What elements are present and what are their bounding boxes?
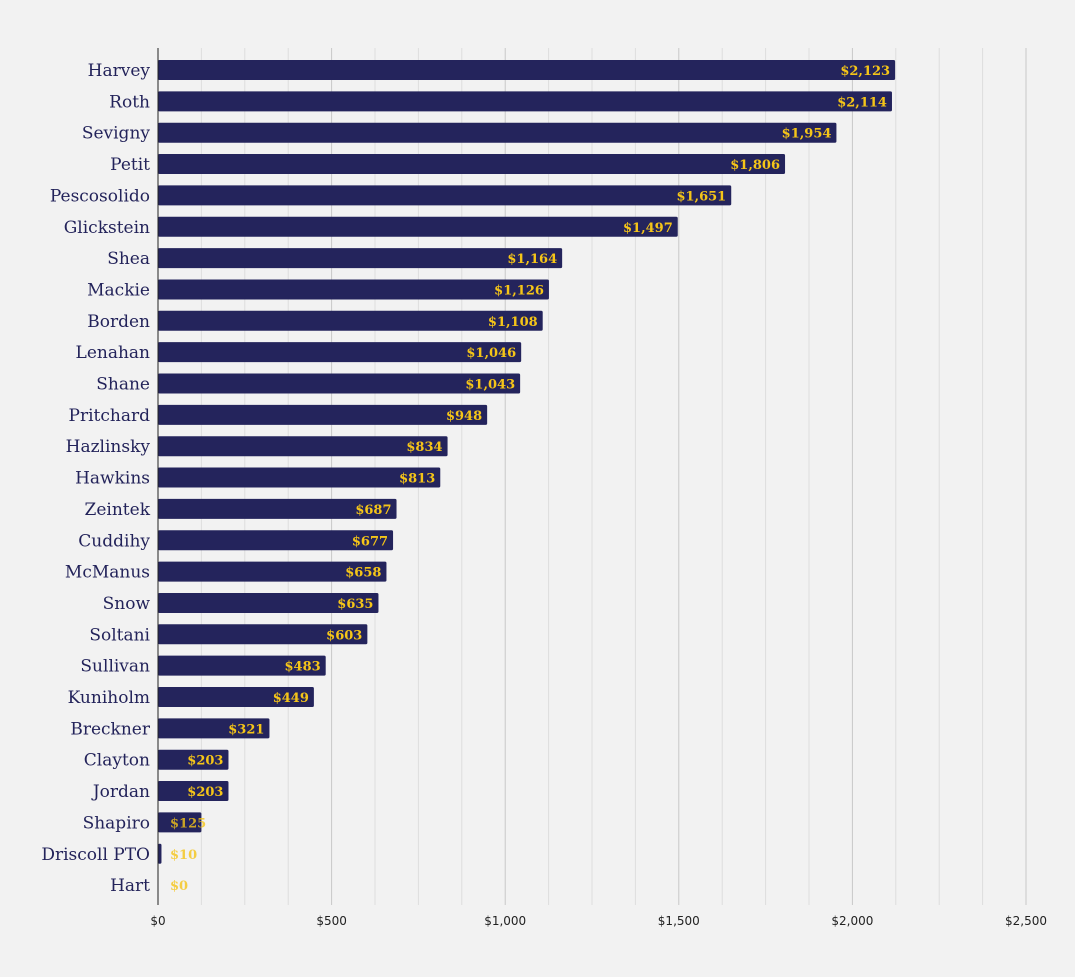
bar xyxy=(158,436,448,457)
bar xyxy=(158,561,387,582)
value-label: $483 xyxy=(285,660,321,675)
value-label: $813 xyxy=(399,472,435,487)
bar xyxy=(158,154,786,175)
value-label: $203 xyxy=(187,754,223,769)
bar xyxy=(158,498,397,519)
bar xyxy=(158,749,229,770)
value-label: $834 xyxy=(406,440,442,455)
category-label: Harvey xyxy=(88,61,151,81)
bar xyxy=(158,279,549,300)
bars xyxy=(158,60,896,864)
value-label: $1,126 xyxy=(494,283,544,298)
value-label: $125 xyxy=(170,816,206,831)
bar xyxy=(158,216,678,237)
category-label: Snow xyxy=(103,594,151,614)
value-label: $10 xyxy=(170,848,197,863)
category-label: Kuniholm xyxy=(68,688,150,708)
category-label: Driscoll PTO xyxy=(41,845,150,865)
value-label: $1,164 xyxy=(507,252,557,267)
category-label: Shapiro xyxy=(83,813,150,833)
value-label: $1,108 xyxy=(488,315,538,330)
category-label: McManus xyxy=(65,563,150,583)
bar xyxy=(158,122,837,143)
value-labels: $2,123 $2,114 $1,954 $1,806 $1,651 $1,497 $1,1… xyxy=(170,64,890,894)
x-tick-label: $1,000 xyxy=(484,914,526,928)
bar xyxy=(158,687,314,707)
category-label: Shane xyxy=(96,375,150,395)
bar xyxy=(158,404,488,425)
value-label: $603 xyxy=(326,628,362,643)
category-label: Mackie xyxy=(87,280,150,300)
bar xyxy=(158,781,229,802)
value-label: $1,954 xyxy=(782,127,832,142)
value-label: $449 xyxy=(273,691,309,706)
bar xyxy=(158,592,379,613)
category-label: Hazlinsky xyxy=(66,437,151,457)
bar xyxy=(158,624,368,645)
category-label: Pescosolido xyxy=(50,186,150,206)
bar xyxy=(158,718,270,739)
value-label: $2,114 xyxy=(837,95,887,110)
category-label: Glickstein xyxy=(64,218,150,238)
value-label: $0 xyxy=(170,879,188,894)
bar xyxy=(158,342,522,363)
value-label: $677 xyxy=(352,534,388,549)
category-label: Hawkins xyxy=(75,469,150,489)
value-label: $635 xyxy=(337,597,373,612)
category-label: Jordan xyxy=(91,782,150,802)
x-axis-ticks: $0 $500 $1,000 $1,500 $2,000 $2,500 xyxy=(150,914,1047,928)
value-label: $1,497 xyxy=(623,221,673,236)
value-label: $948 xyxy=(446,409,482,424)
bar xyxy=(158,248,563,269)
bar xyxy=(158,185,732,206)
bar xyxy=(158,91,892,112)
bar xyxy=(158,843,162,864)
category-label: Sullivan xyxy=(80,657,150,677)
category-label: Roth xyxy=(109,92,150,112)
category-label: Soltani xyxy=(89,625,150,645)
value-label: $687 xyxy=(355,503,391,518)
x-tick-label: $0 xyxy=(150,914,165,928)
bar xyxy=(158,60,896,80)
x-tick-label: $2,500 xyxy=(1005,914,1047,928)
category-label: Shea xyxy=(107,249,150,269)
category-labels: Harvey Roth Sevigny Petit Pescosolido Glickst… xyxy=(41,61,151,896)
category-label: Petit xyxy=(110,155,150,175)
category-label: Cuddihy xyxy=(78,531,150,551)
value-label: $1,046 xyxy=(466,346,516,361)
value-label: $1,806 xyxy=(730,158,780,173)
category-label: Clayton xyxy=(84,751,150,771)
bar xyxy=(158,467,441,488)
category-label: Lenahan xyxy=(76,343,151,363)
category-label: Breckner xyxy=(70,719,151,739)
category-label: Pritchard xyxy=(69,406,151,426)
value-label: $658 xyxy=(345,566,381,581)
category-label: Zeintek xyxy=(85,500,151,520)
value-label: $203 xyxy=(187,785,223,800)
x-tick-label: $1,500 xyxy=(658,914,700,928)
value-label: $1,651 xyxy=(676,189,726,204)
bar xyxy=(158,373,521,394)
value-label: $2,123 xyxy=(840,64,890,79)
category-label: Sevigny xyxy=(82,124,151,144)
bar xyxy=(158,310,543,331)
x-tick-label: $2,000 xyxy=(831,914,873,928)
bar xyxy=(158,655,326,676)
category-label: Hart xyxy=(110,876,150,896)
value-label: $1,043 xyxy=(465,378,515,393)
bar xyxy=(158,812,202,833)
x-tick-label: $500 xyxy=(316,914,347,928)
bar xyxy=(158,530,394,551)
value-label: $321 xyxy=(228,722,264,737)
category-label: Borden xyxy=(87,312,150,332)
